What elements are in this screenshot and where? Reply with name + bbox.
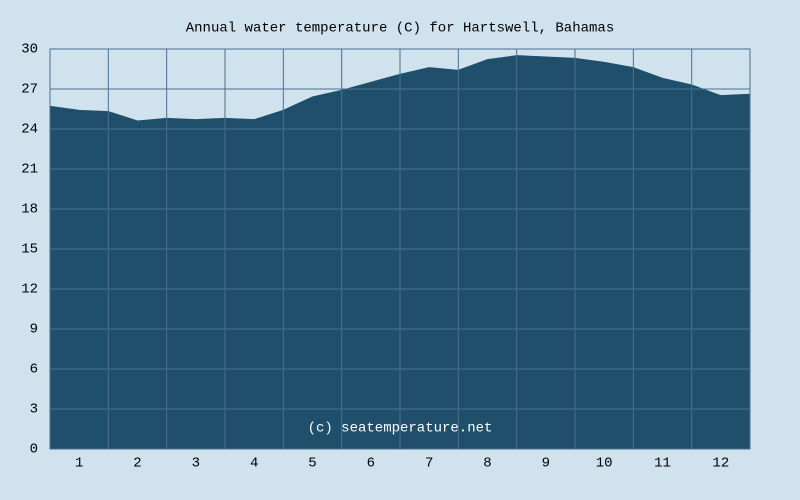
plot-border	[49, 48, 751, 450]
x-tick-label: 6	[367, 456, 375, 472]
y-tick-label: 3	[30, 402, 38, 418]
x-tick-label: 10	[596, 456, 613, 472]
y-tick-label: 30	[21, 42, 38, 58]
x-tick-label: 4	[250, 456, 258, 472]
x-tick-label: 1	[75, 456, 83, 472]
y-tick-label: 27	[21, 82, 38, 98]
x-tick-label: 11	[654, 456, 671, 472]
y-tick-label: 21	[21, 162, 38, 178]
x-tick-label: 12	[712, 456, 729, 472]
y-tick-label: 24	[21, 122, 38, 138]
x-tick-label: 2	[133, 456, 141, 472]
y-tick-label: 6	[30, 362, 38, 378]
watermark: (c) seatemperature.net	[308, 421, 493, 437]
x-tick-label: 5	[308, 456, 316, 472]
y-tick-label: 18	[21, 202, 38, 218]
x-tick-label: 9	[542, 456, 550, 472]
y-tick-label: 12	[21, 282, 38, 298]
x-tick-label: 3	[192, 456, 200, 472]
chart-title: Annual water temperature (C) for Hartswe…	[186, 21, 614, 37]
y-tick-label: 15	[21, 242, 38, 258]
y-tick-label: 9	[30, 322, 38, 338]
x-tick-label: 7	[425, 456, 433, 472]
x-tick-label: 8	[483, 456, 491, 472]
y-tick-label: 0	[30, 442, 38, 458]
